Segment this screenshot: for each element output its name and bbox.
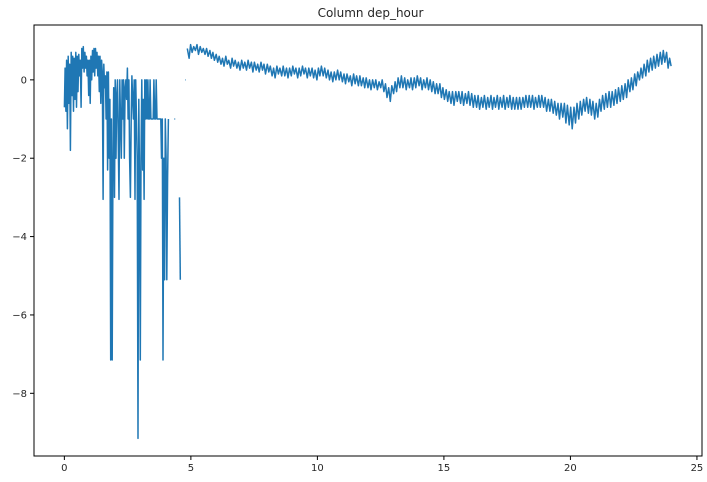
data-layer xyxy=(63,43,672,440)
x-tick-label: 15 xyxy=(438,463,451,474)
plot-frame xyxy=(33,24,703,457)
x-tick-label: 10 xyxy=(311,463,324,474)
y-tick-label: −8 xyxy=(12,389,27,400)
y-tick-label: −4 xyxy=(12,232,27,243)
x-tick-label: 5 xyxy=(188,463,194,474)
y-tick-label: −2 xyxy=(12,154,27,165)
y-tick-label: −6 xyxy=(12,310,27,321)
series-line-segment-0-4 xyxy=(186,43,672,130)
axis-layer: 0 5 10 15 20 25 −8 −6 −4 −2 0 xyxy=(12,75,703,474)
chart-title: Column dep_hour xyxy=(318,6,424,20)
series-line-segment-0-0 xyxy=(63,45,170,440)
series-line-segment-0-2 xyxy=(178,197,182,280)
y-tick-label: 0 xyxy=(21,75,27,86)
x-tick-label: 25 xyxy=(691,463,704,474)
x-tick-label: 0 xyxy=(61,463,67,474)
x-tick-label: 20 xyxy=(564,463,577,474)
